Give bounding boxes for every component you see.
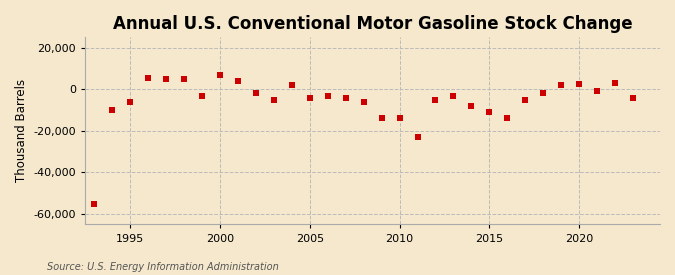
- Point: [466, 104, 477, 108]
- Point: [107, 108, 117, 112]
- Point: [304, 95, 315, 100]
- Point: [142, 76, 153, 80]
- Point: [250, 91, 261, 96]
- Point: [448, 93, 459, 98]
- Point: [196, 93, 207, 98]
- Point: [125, 100, 136, 104]
- Point: [358, 100, 369, 104]
- Point: [412, 135, 423, 139]
- Point: [376, 116, 387, 121]
- Point: [538, 91, 549, 96]
- Point: [215, 73, 225, 77]
- Point: [286, 83, 297, 87]
- Y-axis label: Thousand Barrels: Thousand Barrels: [15, 79, 28, 183]
- Point: [574, 82, 585, 86]
- Point: [179, 77, 190, 81]
- Point: [232, 79, 243, 83]
- Point: [484, 110, 495, 114]
- Point: [394, 116, 405, 121]
- Point: [628, 95, 639, 100]
- Point: [430, 98, 441, 102]
- Point: [556, 83, 566, 87]
- Point: [340, 95, 351, 100]
- Point: [502, 116, 513, 121]
- Point: [161, 77, 171, 81]
- Point: [322, 93, 333, 98]
- Point: [269, 98, 279, 102]
- Point: [610, 81, 620, 85]
- Point: [592, 89, 603, 94]
- Point: [520, 98, 531, 102]
- Point: [89, 202, 100, 206]
- Title: Annual U.S. Conventional Motor Gasoline Stock Change: Annual U.S. Conventional Motor Gasoline …: [113, 15, 632, 33]
- Text: Source: U.S. Energy Information Administration: Source: U.S. Energy Information Administ…: [47, 262, 279, 272]
